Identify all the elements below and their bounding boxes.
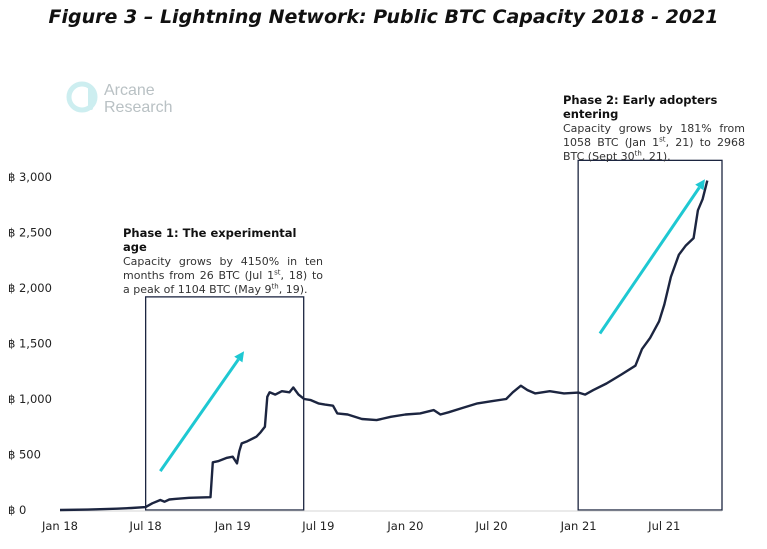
trend-arrow-1-head [234,351,245,363]
phase-2-title: Phase 2: Early adopters entering [563,93,718,121]
y-tick-label: ฿ 3,000 [8,170,52,184]
trend-arrow-1-shaft [159,358,240,473]
chart-title: Figure 3 – Lightning Network: Public BTC… [48,6,719,28]
phase-2-description: Capacity grows by 181% from 1058 BTC (Ja… [563,122,745,163]
y-tick-label: ฿ 2,500 [8,226,52,240]
x-tick-label: Jan 19 [214,519,251,533]
y-axis-tick-labels: ฿ 0 ฿ 500 ฿ 1,000 ฿ 1,500 ฿ 2,000 ฿ 2,500 ฿ 3,… [8,170,52,517]
x-tick-label: Jan 20 [386,519,423,533]
trend-arrows [159,179,705,473]
x-tick-label: Jul 19 [301,519,334,533]
y-tick-label: ฿ 0 [8,503,26,517]
capacity-series-line [59,180,709,512]
y-tick-label: ฿ 1,500 [8,337,52,351]
x-tick-label: Jul 21 [647,519,680,533]
phase-2-box [577,159,723,511]
logo-icon [66,81,98,113]
x-tick-label: Jul 20 [474,519,507,533]
trend-arrow-2-head [695,179,705,191]
phase-boxes [144,159,723,511]
y-tick-label: ฿ 500 [8,448,41,462]
y-tick-label: ฿ 1,000 [8,392,52,406]
logo-line-1: Arcane [104,82,155,99]
phase-1-box [144,296,305,511]
phase-1-annotation: Phase 1: The experimental age Capacity g… [123,226,323,297]
x-tick-label: Jan 21 [560,519,597,533]
phase-1-description: Capacity grows by 4150% in ten months fr… [123,255,324,296]
logo-text: Arcane Research [104,82,172,116]
logo-line-2: Research [104,99,173,116]
y-tick-label: ฿ 2,000 [8,281,52,295]
x-axis-tick-labels: Jan 18 Jul 18 Jan 19 Jul 19 Jan 20 Jul 20 Jan … [41,519,680,533]
trend-arrow-2-shaft [598,186,701,335]
phase-2-annotation: Phase 2: Early adopters entering Capacit… [563,93,745,164]
x-tick-label: Jul 18 [129,519,162,533]
arcane-research-logo: Arcane Research [66,80,206,122]
x-tick-label: Jan 18 [41,519,78,533]
phase-1-title: Phase 1: The experimental age [123,226,297,254]
